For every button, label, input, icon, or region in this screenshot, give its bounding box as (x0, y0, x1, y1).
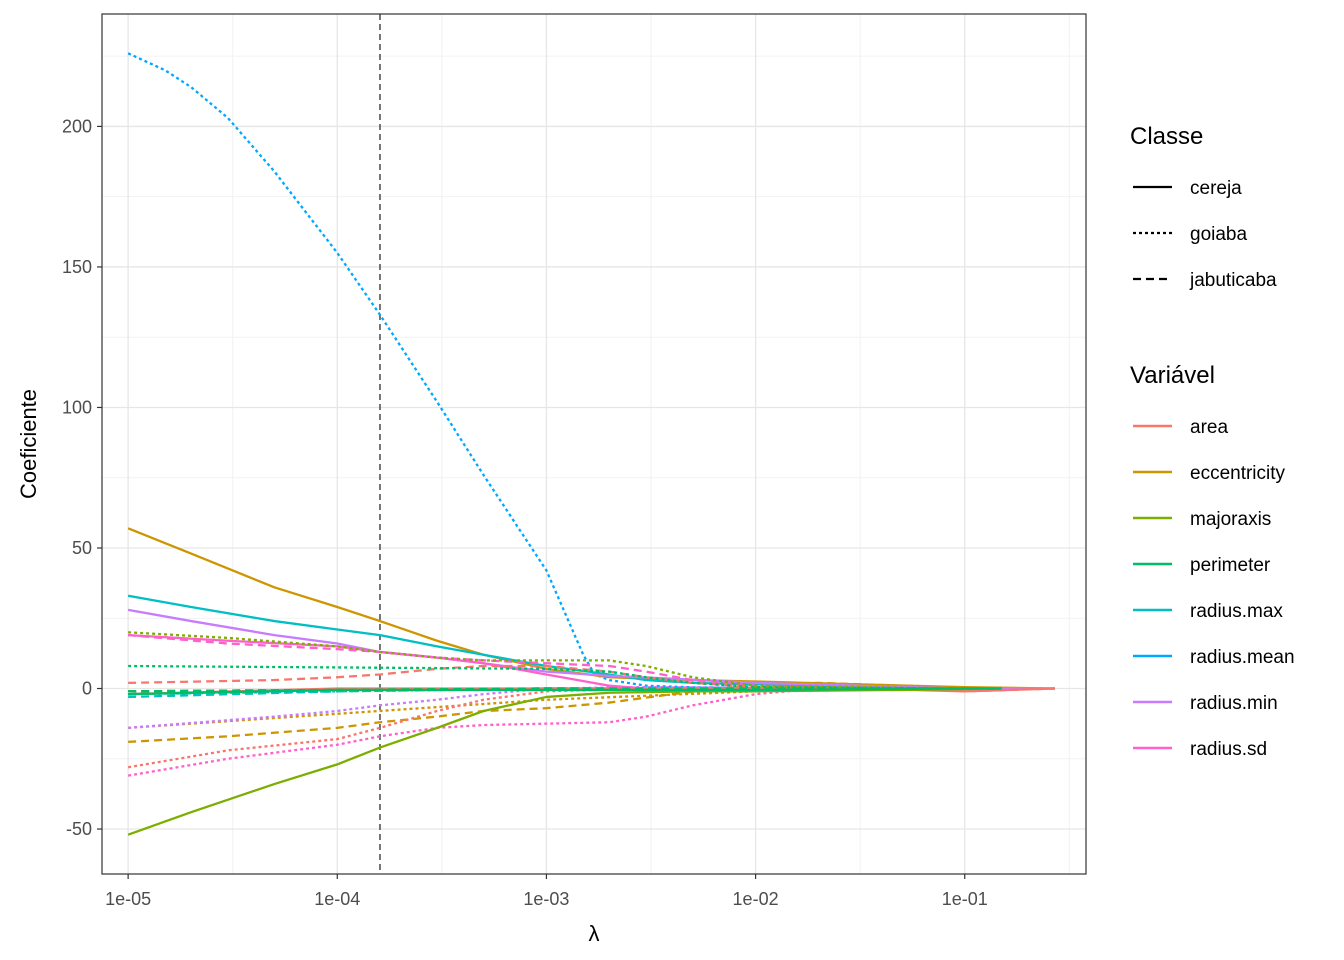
legend-variavel: Variável area eccentricity majoraxis perime… (1130, 362, 1295, 760)
y-tick-label: 150 (62, 257, 92, 277)
x-tick-label: 1e-02 (733, 889, 779, 909)
axes: 1e-05 1e-04 1e-03 1e-02 1e-01 -50 0 50 100 150 200 (62, 116, 988, 909)
series-line-eccentricity-cereja (127, 527, 1055, 690)
legend-label-radius-mean: radius.mean (1190, 647, 1295, 668)
y-tick-label: 100 (62, 397, 92, 417)
legend-label-perimeter: perimeter (1190, 555, 1271, 576)
y-tick-label: 200 (62, 116, 92, 136)
y-tick-label: 0 (82, 679, 92, 699)
series-line-radius-min-cereja (127, 608, 1055, 690)
series-line-eccentricity-jabuticaba (128, 681, 1055, 744)
grid-lines (102, 14, 1086, 874)
series-line-perimeter-goiaba (128, 664, 1002, 690)
legend-label-cereja: cereja (1190, 178, 1242, 199)
legend-label-radius-sd: radius.sd (1190, 739, 1267, 760)
y-tick-label: 50 (72, 538, 92, 558)
series-line-area-goiaba (127, 687, 1002, 769)
x-axis-title: λ (589, 921, 600, 946)
plot-background (102, 14, 1086, 874)
x-tick-label: 1e-05 (105, 889, 151, 909)
series-lines (127, 52, 1055, 836)
series-line-perimeter-jabuticaba (128, 687, 1002, 693)
x-tick-label: 1e-04 (314, 889, 360, 909)
series-line-majoraxis-cereja (127, 687, 1002, 836)
legend-classe: Classe cereja goiaba jabuticaba (1130, 123, 1277, 291)
y-tick-label: -50 (66, 819, 92, 839)
series-line-majoraxis-goiaba (128, 631, 1002, 690)
legend-label-radius-min: radius.min (1190, 693, 1278, 714)
legend-label-area: area (1190, 417, 1228, 438)
y-axis-title: Coeficiente (16, 389, 41, 499)
legend-label-radius-max: radius.max (1190, 601, 1283, 622)
x-tick-label: 1e-01 (942, 889, 988, 909)
series-line-radius-min-goiaba (128, 685, 1002, 730)
x-tick-label: 1e-03 (523, 889, 569, 909)
legend-label-jabuticaba: jabuticaba (1189, 270, 1277, 291)
plot-panel-border (101, 13, 1087, 875)
legend-label-eccentricity: eccentricity (1190, 463, 1286, 484)
legend-classe-title: Classe (1130, 123, 1203, 150)
legend-variavel-title: Variável (1130, 362, 1215, 389)
legend-label-majoraxis: majoraxis (1190, 509, 1271, 530)
legend-label-goiaba: goiaba (1190, 224, 1247, 245)
